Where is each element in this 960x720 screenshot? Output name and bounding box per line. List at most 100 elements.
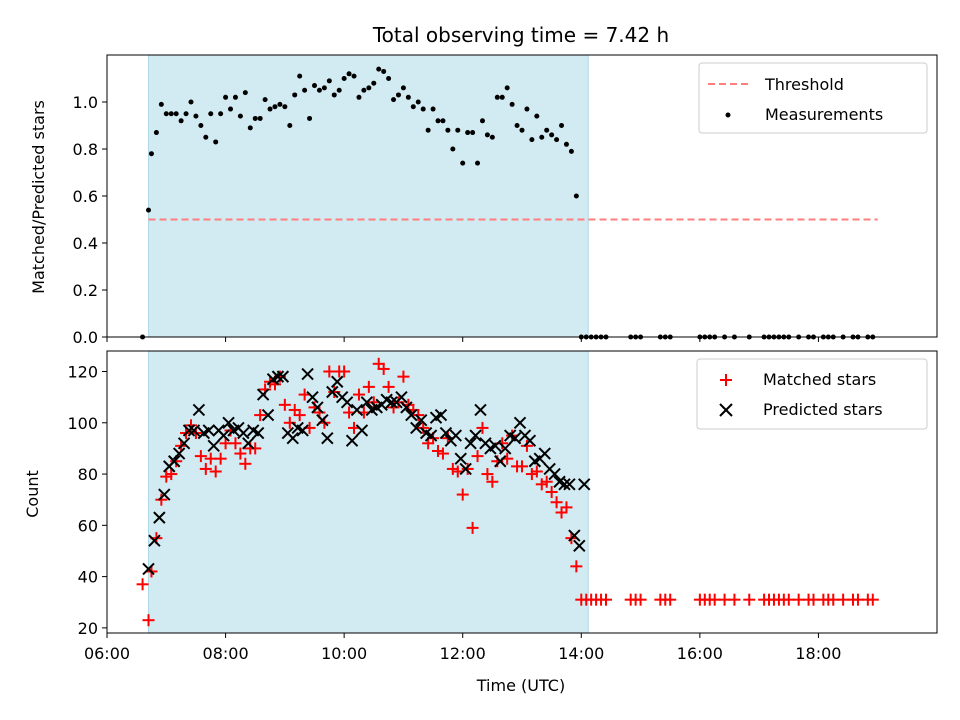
predicted-star-point xyxy=(237,426,250,440)
matched-star-point xyxy=(229,437,242,450)
measurement-point xyxy=(440,118,446,124)
measurement-point xyxy=(326,78,332,84)
bottom-y-tick-label: 60 xyxy=(78,516,98,535)
top-y-tick-label: 1.0 xyxy=(73,93,98,112)
x-tick-label: 16:00 xyxy=(677,644,723,663)
predicted-star-point xyxy=(548,467,561,481)
measurement-point xyxy=(242,90,248,96)
matched-star-point xyxy=(194,450,207,463)
predicted-star-point xyxy=(459,462,472,476)
predicted-star-point xyxy=(513,416,527,429)
measurement-point xyxy=(153,130,159,136)
measurement-point xyxy=(148,151,154,157)
chart-title: Total observing time = 7.42 h xyxy=(372,23,669,47)
measurement-point xyxy=(282,104,288,110)
legend-predicted-label: Predicted stars xyxy=(763,400,883,419)
measurement-point xyxy=(292,92,298,98)
predicted-star-point xyxy=(177,437,191,450)
predicted-star-point xyxy=(172,447,186,460)
predicted-star-point xyxy=(573,539,586,553)
predicted-star-point xyxy=(340,396,354,409)
predicted-star-point xyxy=(326,385,339,399)
matched-star-point xyxy=(471,450,484,463)
matched-star-point xyxy=(155,493,168,506)
measurement-point xyxy=(568,148,574,154)
measurement-point xyxy=(529,137,535,143)
top-y-tick-label: 0.4 xyxy=(73,234,98,253)
matched-star-point xyxy=(728,593,741,606)
measurement-point xyxy=(410,104,416,110)
bottom-y-tick-label: 40 xyxy=(78,568,98,587)
measurement-point xyxy=(559,123,565,128)
matched-star-point xyxy=(397,370,410,383)
predicted-star-point xyxy=(316,414,329,427)
predicted-star-point xyxy=(454,452,467,465)
predicted-star-point xyxy=(222,416,235,429)
predicted-star-point xyxy=(142,562,155,576)
predicted-star-point xyxy=(449,429,463,442)
measurement-point xyxy=(356,94,362,100)
matched-star-point xyxy=(664,593,677,606)
measurement-point xyxy=(252,115,258,121)
x-tick-label: 12:00 xyxy=(440,644,486,663)
matched-star-point xyxy=(560,501,573,514)
measurement-point xyxy=(193,113,199,119)
x-tick-label: 06:00 xyxy=(84,644,130,663)
predicted-star-point xyxy=(261,408,275,422)
matched-star-point xyxy=(142,614,155,627)
predicted-star-point xyxy=(207,439,220,453)
top-plot-area: 0.0 0.2 0.4 0.6 0.8 1.0 xyxy=(73,54,938,347)
predicted-star-point xyxy=(385,396,398,409)
predicted-star-point xyxy=(311,401,324,414)
matched-star-point xyxy=(214,452,227,465)
bottom-y-tick-label: 100 xyxy=(67,414,98,433)
bottom-y-tick-label: 80 xyxy=(78,465,98,484)
matched-star-point xyxy=(293,409,306,422)
matched-star-point xyxy=(530,465,543,478)
predicted-star-point xyxy=(202,424,215,437)
matched-star-point xyxy=(481,468,494,481)
matched-star-point xyxy=(486,475,499,488)
bottom-legend-box xyxy=(696,358,928,430)
predicted-star-point xyxy=(242,437,255,450)
predicted-star-point xyxy=(434,408,448,422)
legend-predicted-swatch xyxy=(719,403,733,417)
legend-measurements-label: Measurements xyxy=(765,105,883,124)
bottom-axes-frame xyxy=(106,350,938,634)
bottom-chart: 20 40 60 80 100 120 06:00 08:00 10:00 12:00 14:00 1… xyxy=(23,350,938,695)
predicted-star-point xyxy=(474,403,487,417)
measurement-point xyxy=(430,106,436,112)
matched-star-point xyxy=(476,421,489,434)
predicted-star-point xyxy=(355,424,369,437)
predicted-star-point xyxy=(558,478,571,491)
predicted-star-point xyxy=(464,437,477,450)
measurement-point xyxy=(415,99,421,105)
measurement-point xyxy=(237,113,243,119)
bottom-y-tick-label: 20 xyxy=(78,619,98,638)
observing-window-band xyxy=(148,350,589,634)
measurement-point xyxy=(509,101,515,107)
measurement-point xyxy=(208,111,214,117)
legend-matched-label: Matched stars xyxy=(763,370,876,389)
matched-star-point xyxy=(599,593,612,606)
measurement-point xyxy=(405,94,411,100)
legend-threshold-label: Threshold xyxy=(764,75,844,94)
measurement-point xyxy=(524,106,530,112)
measurement-point xyxy=(514,123,520,128)
measurement-point xyxy=(336,87,342,93)
matched-star-point xyxy=(209,465,222,478)
matched-star-point xyxy=(866,593,879,606)
measurement-point xyxy=(287,123,293,128)
measurement-point xyxy=(391,97,397,103)
measurement-point xyxy=(519,127,525,133)
measurement-point xyxy=(573,193,579,199)
measurement-point xyxy=(267,106,273,112)
top-y-tick-label: 0.2 xyxy=(73,281,98,300)
matched-star-point xyxy=(165,468,178,481)
predicted-star-point xyxy=(400,401,413,414)
measurement-point xyxy=(400,85,406,91)
measurement-point xyxy=(312,83,317,89)
measurement-point xyxy=(445,127,451,133)
predicted-star-point xyxy=(306,390,319,404)
